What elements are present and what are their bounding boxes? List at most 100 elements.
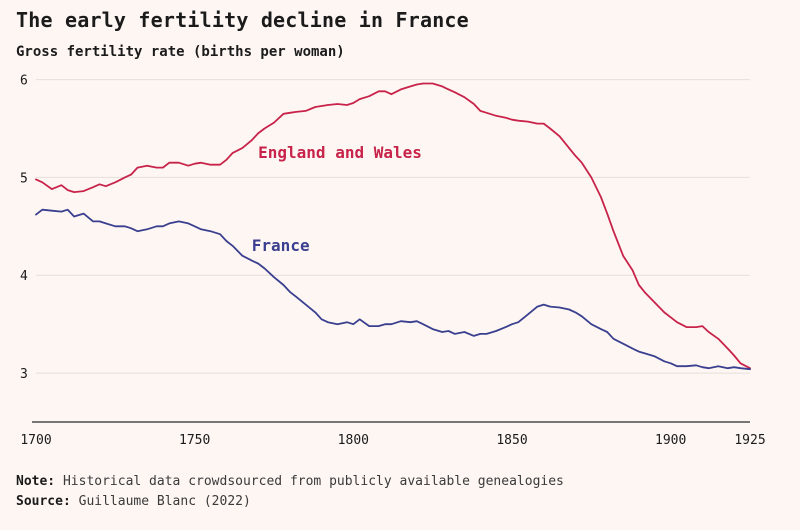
- data-point-france: [321, 318, 323, 320]
- data-point-france: [654, 355, 656, 357]
- data-point-france: [454, 333, 456, 335]
- data-point-france: [590, 323, 592, 325]
- data-point-england-and-wales: [314, 106, 316, 108]
- x-tick-label-1800: 1800: [338, 433, 369, 448]
- data-point-france: [130, 227, 132, 229]
- x-tick-label-1925: 1925: [734, 433, 765, 448]
- data-point-england-and-wales: [263, 127, 266, 130]
- data-point-england-and-wales: [384, 90, 386, 92]
- data-point-england-and-wales: [536, 123, 539, 125]
- data-point-france: [581, 315, 583, 317]
- data-point-england-and-wales: [638, 284, 640, 286]
- data-point-england-and-wales: [83, 190, 85, 192]
- data-point-england-and-wales: [225, 159, 227, 161]
- data-point-england-and-wales: [368, 95, 370, 97]
- data-point-england-and-wales: [321, 105, 323, 107]
- data-point-france: [670, 362, 672, 364]
- data-point-france: [632, 348, 634, 350]
- data-point-france: [273, 276, 275, 278]
- data-point-france: [289, 291, 291, 293]
- data-point-france: [536, 306, 539, 308]
- data-point-france: [511, 323, 513, 325]
- data-point-france: [60, 211, 63, 213]
- data-point-france: [600, 328, 602, 330]
- data-point-france: [305, 304, 307, 306]
- data-point-england-and-wales: [187, 165, 189, 167]
- data-point-england-and-wales: [559, 135, 561, 137]
- data-point-france: [543, 304, 545, 306]
- data-point-england-and-wales: [409, 85, 412, 87]
- data-point-france: [209, 230, 212, 232]
- x-tick-label-1750: 1750: [179, 433, 210, 448]
- data-point-england-and-wales: [727, 348, 729, 350]
- data-point-england-and-wales: [390, 93, 392, 95]
- data-point-england-and-wales: [60, 184, 63, 186]
- data-point-england-and-wales: [479, 110, 481, 112]
- data-point-england-and-wales: [92, 186, 94, 188]
- y-tick-label-3: 3: [20, 367, 28, 382]
- chart-subtitle: Gross fertility rate (births per woman): [16, 44, 345, 60]
- data-point-france: [390, 323, 392, 325]
- grid-layer: [36, 79, 750, 374]
- data-point-france: [327, 321, 329, 323]
- label-layer: England and Wales France: [252, 143, 422, 255]
- source-line: Source: Guillaume Blanc (2022): [16, 492, 564, 512]
- data-point-france: [739, 367, 742, 369]
- data-point-england-and-wales: [327, 104, 329, 106]
- data-point-england-and-wales: [685, 326, 688, 328]
- data-point-france: [733, 366, 735, 368]
- note-label: Note:: [16, 474, 56, 489]
- data-point-england-and-wales: [632, 269, 634, 271]
- data-point-england-and-wales: [568, 147, 570, 149]
- data-point-england-and-wales: [378, 90, 380, 92]
- data-point-england-and-wales: [447, 88, 450, 90]
- source-label: Source:: [16, 494, 71, 509]
- series-points-england-and-wales: [35, 82, 751, 369]
- data-point-france: [384, 323, 386, 325]
- data-point-england-and-wales: [416, 83, 418, 86]
- data-point-france: [517, 321, 519, 323]
- data-point-england-and-wales: [511, 119, 513, 121]
- data-point-france: [124, 225, 126, 227]
- data-point-england-and-wales: [209, 164, 212, 166]
- data-point-england-and-wales: [654, 302, 656, 304]
- data-point-france: [708, 367, 710, 369]
- data-point-france: [225, 240, 227, 242]
- data-point-england-and-wales: [473, 103, 475, 105]
- data-point-england-and-wales: [612, 230, 615, 232]
- data-point-france: [368, 325, 370, 327]
- data-point-england-and-wales: [200, 162, 202, 164]
- data-point-england-and-wales: [505, 117, 507, 119]
- footnote: Note: Historical data crowdsourced from …: [16, 472, 564, 512]
- data-point-england-and-wales: [98, 183, 101, 185]
- data-point-england-and-wales: [114, 181, 116, 183]
- data-point-england-and-wales: [305, 110, 307, 112]
- chart-title: The early fertility decline in France: [16, 8, 469, 32]
- data-point-france: [168, 222, 170, 224]
- y-tick-label-6: 6: [20, 74, 28, 89]
- data-point-england-and-wales: [590, 176, 592, 178]
- data-point-england-and-wales: [739, 362, 742, 364]
- data-point-england-and-wales: [486, 112, 488, 114]
- data-point-france: [352, 323, 354, 325]
- data-point-england-and-wales: [463, 96, 465, 98]
- data-point-france: [717, 365, 719, 367]
- data-point-england-and-wales: [136, 167, 139, 169]
- data-point-france: [727, 367, 729, 369]
- data-point-france: [701, 366, 704, 368]
- data-point-england-and-wales: [359, 98, 361, 100]
- data-point-france: [219, 233, 221, 235]
- data-point-england-and-wales: [622, 255, 624, 257]
- data-point-england-and-wales: [422, 82, 424, 85]
- data-point-england-and-wales: [454, 91, 456, 93]
- note-text: Historical data crowdsourced from public…: [62, 474, 564, 489]
- data-point-france: [92, 220, 94, 222]
- note-line: Note: Historical data crowdsourced from …: [16, 472, 564, 492]
- series-label-france: France: [252, 236, 310, 255]
- data-point-france: [232, 245, 234, 247]
- data-point-france: [400, 320, 402, 322]
- data-point-france: [432, 328, 434, 330]
- data-point-england-and-wales: [124, 176, 126, 178]
- data-point-france: [486, 333, 488, 335]
- data-point-england-and-wales: [527, 121, 529, 123]
